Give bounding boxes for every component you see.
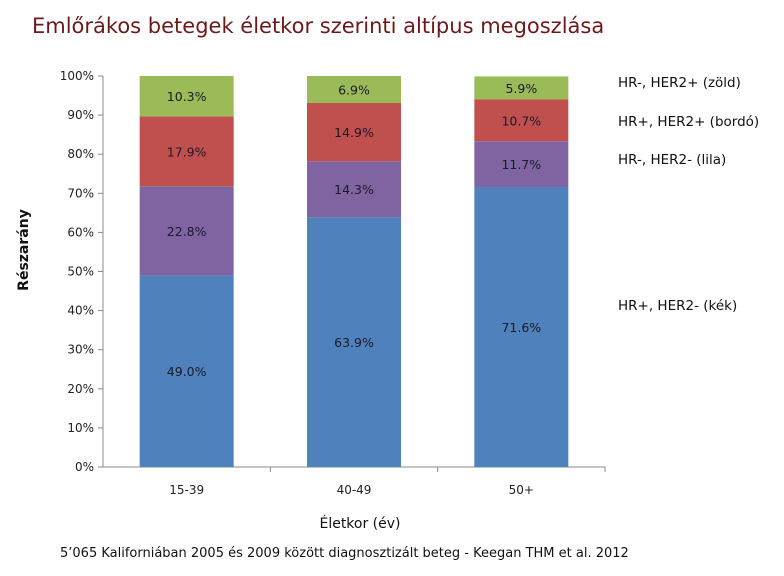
y-tick-label: 40% (67, 304, 94, 318)
data-label: 10.7% (501, 113, 541, 128)
y-axis-title: Részarány (16, 209, 32, 291)
x-tick-label: 40-49 (337, 483, 372, 497)
data-label: 71.6% (501, 320, 541, 335)
bar-segment (139, 275, 234, 467)
legend-item: HR+, HER2+ (bordó) (618, 114, 759, 130)
bar-segment (307, 76, 401, 103)
y-tick-label: 0% (75, 460, 94, 474)
x-tick-label: 50+ (509, 483, 534, 497)
data-label: 6.9% (338, 82, 370, 97)
bar-segment (139, 186, 234, 276)
y-tick-label: 70% (67, 186, 94, 200)
data-label: 10.3% (167, 89, 207, 104)
data-label: 14.3% (334, 182, 374, 197)
bar-segment (474, 76, 569, 100)
y-tick-label: 90% (67, 108, 94, 122)
legend-item: HR+, HER2- (kék) (618, 298, 737, 314)
y-tick-label: 20% (67, 382, 94, 396)
y-tick-label: 60% (67, 225, 94, 239)
bar-segment (307, 217, 401, 467)
bar-segment (474, 187, 569, 467)
y-tick-label: 10% (67, 421, 94, 435)
data-label: 22.8% (167, 224, 207, 239)
legend-item: HR-, HER2- (lila) (618, 152, 726, 168)
y-tick-label: 100% (60, 69, 94, 83)
bar-segment (139, 116, 234, 187)
data-label: 63.9% (334, 335, 374, 350)
x-axis-title: Életkor (év) (319, 515, 400, 532)
bar-segment (474, 141, 569, 188)
data-label: 17.9% (167, 144, 207, 159)
legend-item: HR-, HER2+ (zöld) (618, 75, 741, 91)
y-tick-label: 50% (67, 265, 94, 279)
bar-segment (307, 161, 401, 218)
y-tick-label: 80% (67, 147, 94, 161)
chart-title: Emlőrákos betegek életkor szerinti altíp… (32, 14, 605, 38)
y-tick-label: 30% (67, 343, 94, 357)
data-label: 14.9% (334, 125, 374, 140)
data-label: 5.9% (505, 81, 537, 96)
data-label: 11.7% (501, 157, 541, 172)
bar-segment (474, 99, 569, 142)
bar-segment (307, 102, 401, 162)
data-label: 49.0% (167, 364, 207, 379)
footnote: 5’065 Kaliforniában 2005 és 2009 között … (60, 546, 629, 561)
x-tick-label: 15-39 (169, 483, 204, 497)
bar-segment (139, 76, 234, 117)
